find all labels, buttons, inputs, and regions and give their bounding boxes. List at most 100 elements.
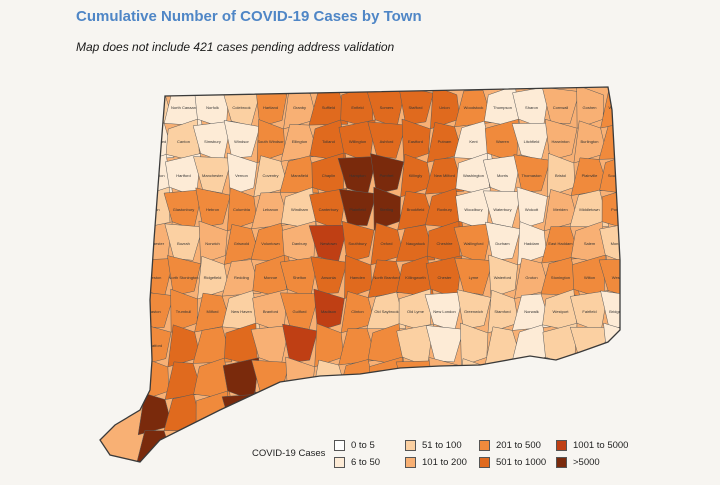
legend-swatch bbox=[334, 440, 345, 451]
town-label: Lyme bbox=[469, 275, 479, 280]
town-area bbox=[193, 425, 231, 462]
town-label: Manchester bbox=[202, 173, 224, 178]
town-label: Ashford bbox=[380, 139, 394, 144]
town-area bbox=[482, 360, 523, 399]
town-label: Norwich bbox=[205, 241, 219, 246]
town-label: Granby bbox=[293, 105, 306, 110]
town-area bbox=[456, 289, 492, 330]
town-label: Montville bbox=[611, 241, 628, 246]
town-label: New London bbox=[433, 309, 455, 314]
town-label: Avon bbox=[614, 139, 623, 144]
legend-item-51-to-100: 51 to 100 bbox=[405, 440, 462, 451]
town-label: Willington bbox=[349, 139, 366, 144]
town-label: Eastford bbox=[408, 139, 423, 144]
town-label: Wilton bbox=[584, 275, 595, 280]
town-label: Haddam bbox=[524, 241, 540, 246]
town-labels: Salisbury North Canaan Norfolk Colebrook Har… bbox=[143, 105, 628, 348]
legend-label: >5000 bbox=[573, 457, 600, 468]
town-label: Newtown bbox=[320, 241, 336, 246]
legend-swatch bbox=[556, 440, 567, 451]
town-label: Old Saybrook bbox=[374, 309, 398, 314]
town-label: Harwinton bbox=[551, 139, 569, 144]
town-area bbox=[513, 391, 549, 436]
town-label: Hamden bbox=[350, 275, 365, 280]
town-label: Killingly bbox=[409, 173, 423, 178]
town-area bbox=[198, 220, 228, 265]
legend-title: COVID-19 Cases bbox=[252, 448, 326, 459]
legend-swatch bbox=[334, 457, 345, 468]
legend-label: 101 to 200 bbox=[422, 457, 467, 468]
town-area bbox=[192, 326, 233, 364]
town-label: Windsor bbox=[234, 139, 249, 144]
town-label: Stonington bbox=[551, 275, 570, 280]
town-label: Fairfield bbox=[582, 309, 596, 314]
town-area bbox=[598, 258, 620, 297]
town-area bbox=[483, 391, 522, 433]
town-label: Wallingford bbox=[464, 241, 484, 246]
town-label: Ansonia bbox=[321, 275, 336, 280]
town-area bbox=[284, 391, 316, 436]
town-label: Bristol bbox=[555, 173, 566, 178]
town-area bbox=[569, 189, 610, 227]
town-label: Pomfret bbox=[379, 173, 394, 178]
town-label: Warren bbox=[496, 139, 509, 144]
town-label: Tolland bbox=[322, 139, 335, 144]
legend-swatch bbox=[479, 440, 490, 451]
legend-item-1001-to-5000: 1001 to 5000 bbox=[556, 440, 628, 451]
town-area bbox=[223, 120, 261, 159]
town-label: Groton bbox=[525, 275, 537, 280]
town-label: Stafford bbox=[409, 105, 423, 110]
page-subtitle: Map does not include 421 cases pending a… bbox=[76, 40, 395, 54]
town-label: Norfolk bbox=[206, 105, 219, 110]
town-label: Morris bbox=[497, 173, 508, 178]
town-label: Thomaston bbox=[521, 173, 541, 178]
town-label: Woodstock bbox=[464, 105, 484, 110]
town-area bbox=[313, 288, 345, 332]
town-area bbox=[574, 390, 606, 434]
town-label: East Haddam bbox=[548, 241, 573, 246]
town-label: Lebanon bbox=[263, 207, 279, 212]
town-area bbox=[541, 87, 580, 124]
legend-label: 51 to 100 bbox=[422, 440, 462, 451]
town-area bbox=[367, 121, 407, 159]
town-label: Greenwich bbox=[464, 309, 483, 314]
town-area bbox=[601, 393, 620, 436]
town-area bbox=[401, 118, 431, 163]
town-label: Chaplin bbox=[322, 173, 336, 178]
town-label: Naugatuck bbox=[406, 241, 425, 246]
town-area bbox=[454, 257, 494, 295]
town-area bbox=[310, 256, 348, 295]
town-label: Branford bbox=[263, 309, 278, 314]
town-label: Ellington bbox=[292, 139, 307, 144]
town-area bbox=[309, 395, 349, 433]
town-label: Colchester bbox=[145, 241, 165, 246]
town-label: Clinton bbox=[351, 309, 363, 314]
town-label: Suffield bbox=[322, 105, 335, 110]
legend-label: 6 to 50 bbox=[351, 457, 381, 468]
town-area bbox=[221, 259, 262, 297]
town-label: Columbia bbox=[233, 207, 251, 212]
legend-label: 201 to 500 bbox=[496, 440, 541, 451]
town-area bbox=[599, 221, 620, 265]
town-area bbox=[600, 290, 620, 328]
town-area bbox=[338, 188, 377, 226]
town-label: Barkhamsted bbox=[143, 139, 167, 144]
town-label: Cheshire bbox=[436, 241, 453, 246]
town-area bbox=[257, 424, 286, 462]
town-area bbox=[226, 152, 258, 196]
town-label: Waterbury bbox=[493, 207, 511, 212]
town-label: Litchfield bbox=[524, 139, 540, 144]
town-label: South Windsor bbox=[257, 139, 284, 144]
town-area bbox=[397, 392, 435, 430]
legend-label: 501 to 1000 bbox=[496, 457, 547, 468]
legend-swatch bbox=[556, 457, 567, 468]
town-label: Preston bbox=[148, 275, 162, 280]
town-label: Plainfield bbox=[349, 207, 365, 212]
town-label: Portland bbox=[611, 207, 626, 212]
town-area bbox=[571, 358, 609, 397]
page-title: Cumulative Number of COVID-19 Cases by T… bbox=[76, 8, 422, 25]
legend-item-over-5000: >5000 bbox=[556, 457, 600, 468]
town-label: Vernon bbox=[235, 173, 248, 178]
town-label: Meriden bbox=[553, 207, 567, 212]
